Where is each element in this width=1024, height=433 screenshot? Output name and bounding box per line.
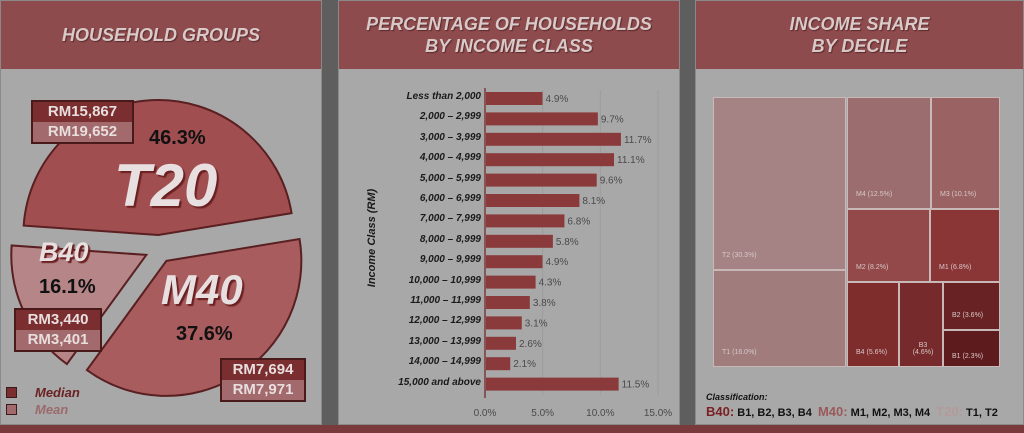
bar [486,132,621,146]
t20-class: T20: [936,404,963,419]
t20-pct: 46.3% [149,127,206,149]
bar-value-label: 11.5% [622,380,650,391]
bar-value-label: 11.1% [617,155,645,166]
bar [486,296,530,309]
panel-title: PERCENTAGE OF HOUSEHOLDS BY INCOME CLASS [339,1,679,69]
title-line: PERCENTAGE OF HOUSEHOLDS [366,14,652,34]
m40-values: RM7,694 RM7,971 [220,358,306,402]
title-line: BY INCOME CLASS [425,36,593,56]
bar-value-label: 6.8% [567,216,590,227]
bar-value-label: 4.9% [546,94,569,105]
median-value: RM3,440 [16,310,100,330]
treemap-cell-b1: B1 (2.3%) [943,330,1000,367]
category-label: 14,000 – 14,999 [408,356,481,368]
b40-pct: 16.1% [39,276,96,298]
panel-title: INCOME SHARE BY DECILE [696,1,1023,69]
m40-class: M40: [817,404,848,419]
x-tick-label: 10.0% [586,408,614,419]
panel-title: HOUSEHOLD GROUPS [1,1,321,69]
treemap-cell-m2: M2 (8.2%) [847,209,930,282]
title-text: HOUSEHOLD GROUPS [61,25,261,45]
mean-value: RM19,652 [33,122,132,142]
bar [486,173,597,187]
b40-class: B40: [706,404,735,419]
bar [486,112,598,126]
treemap-cell-m1: M1 (6.8%) [930,209,1000,282]
b40-label: B40 [39,237,89,267]
category-label: 2,000 – 2,999 [419,111,481,123]
classification-legend: B40: B1, B2, B3, B4 M40: M1, M2, M3, M4 … [706,404,998,419]
bottom-strip [0,425,1024,433]
bar [486,357,511,371]
category-label: 3,000 – 3,999 [419,131,481,143]
x-tick-label: 5.0% [531,408,554,419]
legend-mean: Mean [35,402,69,417]
bar-value-label: 9.6% [600,176,623,187]
category-label: 7,000 – 7,999 [419,213,481,225]
category-label: 9,000 – 9,999 [419,254,481,266]
pie-chart [10,99,303,397]
median-value: RM15,867 [33,102,132,122]
bar [486,377,619,391]
t20-label: T20 [114,152,218,219]
b40-members: B1, B2, B3, B4 [737,407,812,419]
treemap-cell-b2: B2 (3.6%) [943,282,1000,330]
bar-value-label: 2.6% [519,339,542,350]
bar-value-label: 8.1% [582,196,605,207]
category-label: 15,000 and above [398,376,481,388]
category-label: Less than 2,000 [406,91,481,102]
category-label: 12,000 – 12,999 [408,315,481,327]
classification-heading: Classification: [706,392,768,402]
category-label: 8,000 – 8,999 [419,233,481,245]
mean-swatch [6,404,17,415]
treemap-cell-m3: M3 (10.1%) [931,97,1000,209]
treemap-cell-b4: B4 (5.6%) [847,282,899,367]
bar [486,275,536,289]
bar [486,255,543,269]
m40-members: M1, M2, M3, M4 [850,407,931,419]
household-groups-panel: HOUSEHOLD GROUPS T20 46.3% M40 37.6% B40… [0,0,322,425]
legend-median: Median [35,385,80,400]
income-class-panel: PERCENTAGE OF HOUSEHOLDS BY INCOME CLASS [338,0,680,425]
bar [486,234,553,248]
t20-values: RM15,867 RM19,652 [31,100,134,144]
bar [486,153,615,167]
bar-value-label: 11.7% [624,135,652,146]
treemap-cell-b3: B3 (4.6%) [899,282,943,367]
bar-value-label: 3.1% [525,318,548,329]
bar-value-label: 4.9% [546,257,569,268]
t20-members: T1, T2 [966,407,998,419]
bar [486,336,516,350]
title-line: BY DECILE [811,36,908,56]
x-tick-label: 0.0% [474,408,497,419]
treemap-cell-m4: M4 (12.5%) [847,97,931,209]
x-tick-label: 15.0% [644,408,672,419]
bar-value-label: 2.1% [513,359,536,370]
bar-value-label: 9.7% [601,114,624,125]
treemap-cell-t2: T2 (30.3%) [713,97,846,270]
median-swatch [6,387,17,398]
bar [486,92,543,105]
m40-pct: 37.6% [176,323,233,345]
mean-value: RM3,401 [16,330,100,350]
bar [486,214,565,228]
category-label: 6,000 – 6,999 [419,193,481,204]
bar-value-label: 4.3% [539,278,562,289]
median-value: RM7,694 [222,360,304,380]
m40-label: M40 [161,266,243,313]
category-label: 11,000 – 11,999 [410,295,481,306]
treemap-cell-t1: T1 (16.0%) [713,270,846,367]
mean-value: RM7,971 [222,380,304,400]
category-label: 4,000 – 4,999 [419,152,481,164]
bar [486,194,580,207]
title-line: INCOME SHARE [789,14,930,34]
category-label: 13,000 – 13,999 [408,335,481,347]
category-label: 10,000 – 10,999 [408,274,481,286]
category-label: 5,000 – 5,999 [419,172,481,184]
b40-values: RM3,440 RM3,401 [14,308,102,352]
bar-value-label: 5.8% [556,237,579,248]
bar-value-label: 3.8% [533,298,556,309]
bar [486,316,522,330]
